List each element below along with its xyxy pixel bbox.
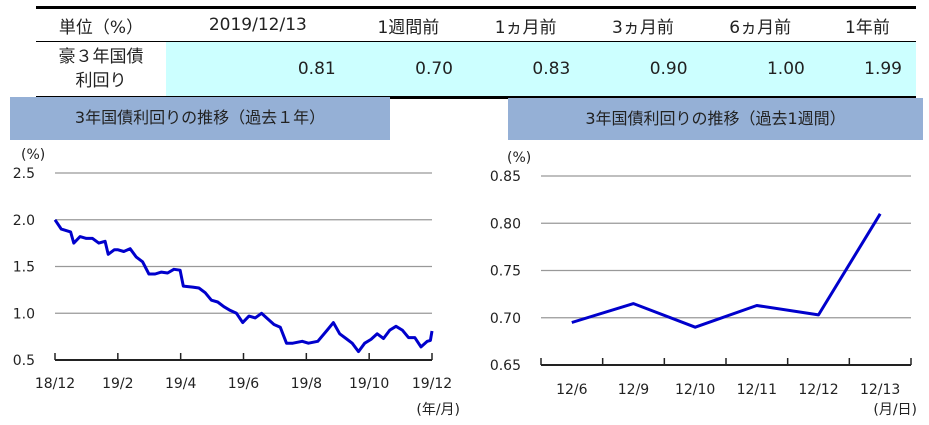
chart2-y-tick-label: 0.80: [490, 216, 521, 232]
chart1-x-tick-label: 19/12: [412, 376, 452, 392]
value-current: 0.81: [166, 41, 350, 99]
chart2-x-unit: (月/日): [873, 402, 917, 418]
row-label-line1: 豪３年国債: [58, 47, 144, 67]
chart1-x-tick-label: 19/2: [102, 376, 133, 392]
value-1m: 0.83: [467, 41, 585, 99]
value-1w: 0.70: [349, 41, 467, 99]
row-label: 豪３年国債利回り: [36, 41, 166, 99]
header-1m: 1ヵ月前: [467, 6, 585, 42]
yield-table: 単位（%） 2019/12/13 1週間前 1ヵ月前 3ヵ月前 6ヵ月前 1年前…: [36, 6, 916, 99]
chart2-x-tick-label: 12/12: [798, 382, 838, 398]
chart2-x-tick-label: 12/10: [675, 382, 715, 398]
chart1-x-tick-label: 19/8: [291, 376, 322, 392]
chart1-series-line: [53, 218, 434, 354]
chart2-x-tick-label: 12/11: [737, 382, 777, 398]
chart2-y-tick-label: 0.65: [490, 358, 521, 374]
value-3m: 0.90: [584, 41, 702, 99]
chart2-y-tick-label: 0.85: [490, 169, 521, 185]
table-row: 豪３年国債利回り 0.81 0.70 0.83 0.90 1.00 1.99: [36, 41, 916, 99]
header-unit: 単位（%）: [36, 6, 166, 42]
chart1-x-tick-label: 19/10: [349, 376, 389, 392]
chart2-x-tick-label: 12/13: [860, 382, 900, 398]
chart1-y-tick-label: 2.5: [13, 166, 35, 182]
header-1w: 1週間前: [349, 6, 467, 42]
value-1y: 1.99: [818, 41, 916, 99]
chart1-x-unit: (年/月): [416, 402, 460, 418]
chart2-y-tick-label: 0.75: [490, 264, 521, 280]
header-6m: 6ヵ月前: [701, 6, 819, 42]
chart1-y-tick-label: 1.5: [13, 260, 35, 276]
chart1-title: 3年国債利回りの推移（過去１年）: [10, 97, 390, 140]
header-date: 2019/12/13: [166, 6, 350, 42]
chart2-y-unit: (%): [507, 150, 531, 166]
chart1-y-tick-label: 1.0: [13, 306, 35, 322]
chart1-x-tick-label: 18/12: [35, 376, 75, 392]
chart2-y-tick-label: 0.70: [490, 311, 521, 327]
chart1-x-tick-label: 19/6: [228, 376, 260, 392]
chart2-title: 3年国債利回りの推移（過去1週間）: [508, 98, 923, 140]
chart1-y-tick-label: 0.5: [13, 353, 35, 369]
row-label-line2: 利回り: [75, 71, 127, 91]
chart1-y-unit: (%): [21, 147, 45, 163]
header-1y: 1年前: [818, 6, 916, 42]
chart2-x-tick-label: 12/9: [618, 382, 649, 398]
value-6m: 1.00: [701, 41, 819, 99]
chart2-series-line: [571, 213, 882, 329]
header-3m: 3ヵ月前: [584, 6, 702, 42]
chart2-x-tick-label: 12/6: [556, 382, 588, 398]
chart1-y-tick-label: 2.0: [13, 213, 35, 229]
chart1-x-tick-label: 19/4: [165, 376, 197, 392]
